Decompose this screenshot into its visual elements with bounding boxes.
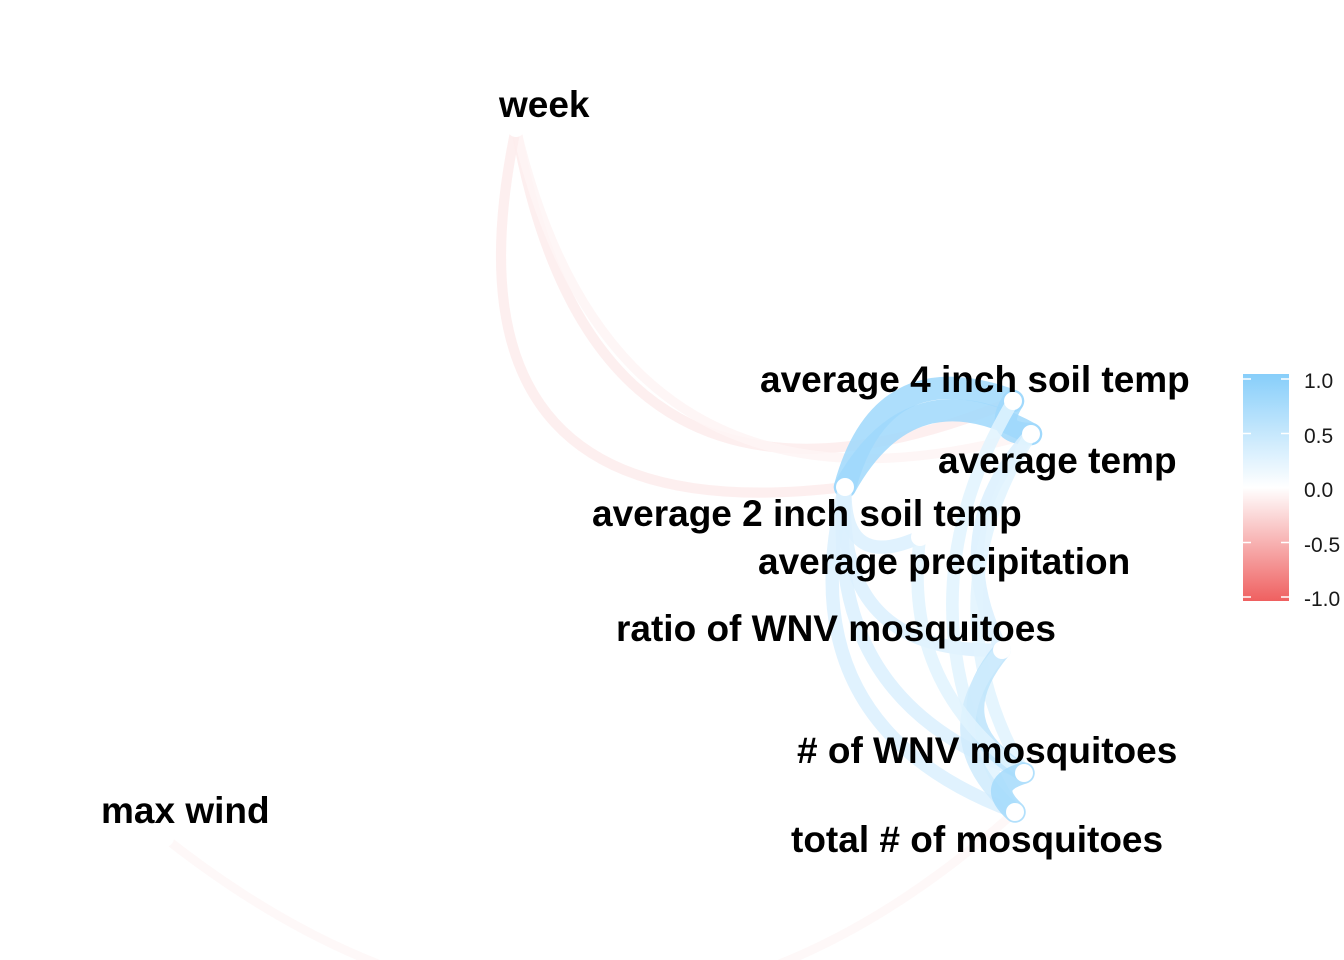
node-label-temp: average temp	[938, 440, 1177, 481]
node-point-wnv	[1015, 764, 1033, 782]
node-point-ratio	[993, 641, 1011, 659]
legend-tick-label-0.5: 0.5	[1304, 425, 1333, 448]
legend-tick-label-0: 0.0	[1304, 479, 1333, 502]
node-label-wind: max wind	[101, 790, 270, 831]
node-point-total	[1006, 803, 1024, 821]
node-point-temp	[1022, 425, 1040, 443]
edge-week-soil2	[495, 122, 851, 498]
labels-layer: week average 4 inch soil temp average te…	[101, 84, 1190, 860]
node-label-total: total # of mosquitoes	[791, 819, 1163, 860]
node-label-week: week	[498, 84, 590, 125]
node-point-soil4	[1004, 392, 1022, 410]
edge-week-temp	[511, 123, 1036, 464]
edge-soil4-total	[946, 394, 1022, 819]
legend-ticks	[1243, 378, 1289, 598]
edge-soil2-total	[825, 480, 1022, 819]
legend-tick-label-minus-0.5: -0.5	[1304, 534, 1340, 557]
node-point-wind	[156, 829, 174, 847]
legend-tick-label-1: 1.0	[1304, 370, 1333, 393]
node-label-soil2: average 2 inch soil temp	[592, 493, 1022, 534]
node-label-soil4: average 4 inch soil temp	[760, 359, 1190, 400]
edge-temp-wnv	[970, 427, 1038, 780]
node-point-precip	[911, 528, 929, 546]
color-legend: 1.0 0.5 0.0 -0.5 -1.0	[1243, 370, 1340, 611]
nodes-layer	[156, 119, 1040, 847]
node-label-precip: average precipitation	[758, 541, 1130, 582]
node-point-week	[507, 119, 525, 137]
edge-precip-wnv	[911, 530, 1031, 780]
edge-wind-total	[160, 807, 1020, 960]
legend-tick-label-minus-1: -1.0	[1304, 588, 1340, 611]
node-point-soil2	[836, 478, 854, 496]
node-label-wnv: # of WNV mosquitoes	[797, 730, 1177, 771]
node-label-ratio: ratio of WNV mosquitoes	[616, 608, 1056, 649]
